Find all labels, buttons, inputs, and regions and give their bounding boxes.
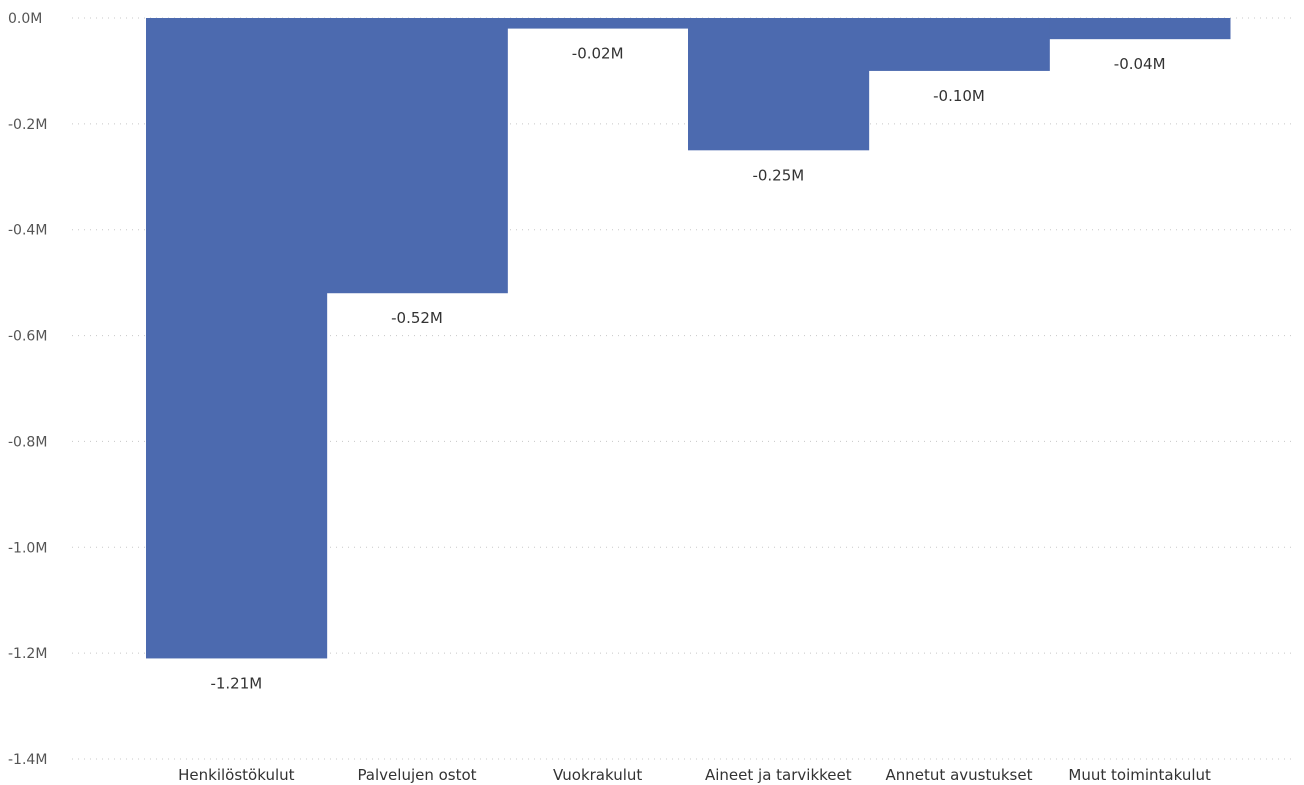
category-label: Palvelujen ostot — [357, 766, 476, 784]
data-label: -0.10M — [933, 87, 985, 105]
bar[interactable] — [326, 18, 508, 294]
data-label: -0.02M — [572, 45, 624, 63]
data-label: -0.04M — [1114, 55, 1166, 73]
x-axis-categories: Henkilöstökulut Palvelujen ostot Vuokrakul… — [178, 766, 1211, 784]
bar[interactable] — [868, 18, 1050, 71]
data-label: -0.25M — [752, 166, 804, 184]
category-label: Henkilöstökulut — [178, 766, 294, 784]
y-tick-label: -0.2M — [8, 117, 47, 133]
y-tick-label: -1.4M — [8, 752, 47, 768]
bar[interactable] — [507, 18, 689, 29]
category-label: Aineet ja tarvikkeet — [705, 766, 852, 784]
bars — [146, 18, 1231, 659]
y-tick-label: -0.6M — [8, 329, 47, 345]
y-tick-label: -0.8M — [8, 434, 47, 450]
data-labels: -1.21M -0.52M -0.02M -0.25M -0.10M -0.04M — [210, 45, 1165, 693]
bar[interactable] — [1049, 18, 1231, 40]
y-tick-label: 0.0M — [8, 11, 42, 27]
data-label: -0.52M — [391, 309, 443, 327]
category-label: Annetut avustukset — [886, 766, 1033, 784]
bar[interactable] — [146, 18, 328, 659]
bar[interactable] — [688, 18, 870, 151]
data-label: -1.21M — [210, 674, 262, 692]
y-tick-label: -1.2M — [8, 646, 47, 662]
y-tick-label: -1.0M — [8, 540, 47, 556]
y-axis-ticks: 0.0M -0.2M -0.4M -0.6M -0.8M -1.0M -1.2M -1.4M — [8, 11, 47, 768]
category-label: Vuokrakulut — [553, 766, 642, 784]
category-label: Muut toimintakulut — [1068, 766, 1211, 784]
y-tick-label: -0.4M — [8, 223, 47, 239]
